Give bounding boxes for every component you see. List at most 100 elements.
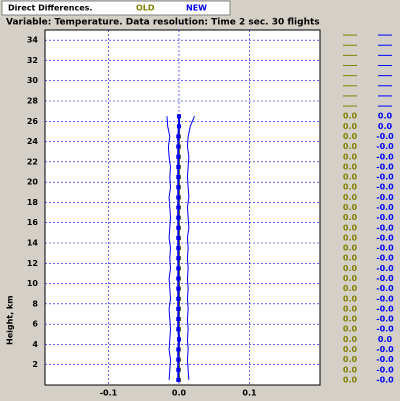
y-tick-label: 28 [27,97,39,106]
legend-old: OLD [136,4,155,13]
y-tick-label: 4 [32,340,38,349]
profile-point [176,246,181,251]
value-label: -0.0 [376,233,394,242]
profile-point [176,286,181,291]
value-label: -0.0 [376,355,394,364]
value-label: 0.0 [343,345,358,354]
profile-point [176,215,181,220]
profile-point [176,164,181,169]
value-label: 0.0 [378,112,393,121]
value-label: 0.0 [343,152,358,161]
y-tick-label: 10 [27,279,39,288]
value-label: 0.0 [343,193,358,202]
profile-point [176,175,181,180]
value-label: 0.0 [343,274,358,283]
value-label: -0.0 [376,162,394,171]
value-label: -0.0 [376,294,394,303]
y-tick-label: 2 [32,360,38,369]
value-label: -0.0 [376,132,394,141]
value-label: 0.0 [343,304,358,313]
profile-point [176,276,181,281]
y-tick-label: 8 [32,299,38,308]
legend-new: NEW [186,4,207,13]
spread-line [166,116,172,380]
y-tick-label: 16 [27,218,39,227]
value-label: 0.0 [343,173,358,182]
profile-point [176,154,181,159]
value-label: -0.0 [376,213,394,222]
profile-point [176,337,181,342]
value-label: 0.0 [343,233,358,242]
profile-point [176,225,181,230]
value-label: 0.0 [378,122,393,131]
value-label: 0.0 [378,335,393,344]
value-label: 0.0 [343,142,358,151]
value-label: -0.0 [376,325,394,334]
profile-point [176,235,181,240]
chart-subtitle: Variable: Temperature. Data resolution: … [6,18,320,28]
x-tick-label: 0.0 [172,389,187,398]
value-label: -0.0 [376,152,394,161]
value-label: 0.0 [343,284,358,293]
y-tick-label: 30 [27,76,39,85]
profile-point [176,195,181,200]
y-tick-label: 20 [27,178,39,187]
profile-point [176,327,181,332]
value-label: 0.0 [343,294,358,303]
plot-area [44,29,321,386]
value-label: -0.0 [376,284,394,293]
value-label: 0.0 [343,213,358,222]
value-label: -0.0 [376,345,394,354]
profile-point [176,367,181,372]
y-tick-label: 26 [27,117,39,126]
value-label: 0.0 [343,355,358,364]
value-label: 0.0 [343,244,358,253]
value-label: 0.0 [343,112,358,121]
value-label: 0.0 [343,254,358,263]
value-label: -0.0 [376,375,394,384]
profile-point [176,144,181,149]
y-tick-label: 34 [27,36,39,45]
value-label: -0.0 [376,223,394,232]
y-axis-label: Height, km [6,295,15,345]
profile-point [176,124,181,129]
value-label: -0.0 [376,193,394,202]
value-label: 0.0 [343,375,358,384]
y-tick-label: 22 [27,157,38,166]
profile-point [176,266,181,271]
value-label: 0.0 [343,223,358,232]
value-label: -0.0 [376,244,394,253]
value-label: 0.0 [343,162,358,171]
value-label: 0.0 [343,203,358,212]
profile-point [176,256,181,261]
value-label: 0.0 [343,122,358,131]
profile-point [176,296,181,301]
value-label: -0.0 [376,315,394,324]
profile-point [176,347,181,352]
value-label: -0.0 [376,274,394,283]
profile-point [176,377,181,382]
profile-point [176,205,181,210]
y-tick-label: 32 [27,56,38,65]
y-tick-label: 18 [27,198,39,207]
y-tick-label: 6 [32,320,38,329]
value-label: -0.0 [376,173,394,182]
value-label: 0.0 [343,365,358,374]
value-label: -0.0 [376,142,394,151]
x-tick-label: 0.1 [242,389,257,398]
value-label: -0.0 [376,264,394,273]
profile-point [176,134,181,139]
chart-title: Direct Differences. [8,4,92,13]
y-tick-label: 14 [27,239,39,248]
value-label: -0.0 [376,365,394,374]
value-label: 0.0 [343,132,358,141]
profile-point [176,185,181,190]
value-label: 0.0 [343,264,358,273]
value-label: -0.0 [376,254,394,263]
spread-line [186,116,195,380]
value-label: 0.0 [343,335,358,344]
profile-point [176,306,181,311]
y-tick-label: 12 [27,259,38,268]
value-label: 0.0 [343,315,358,324]
